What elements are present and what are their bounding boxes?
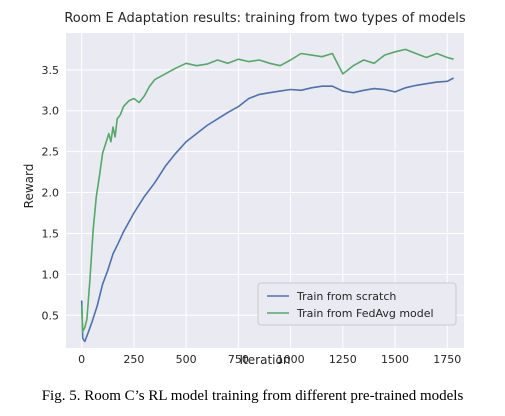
x-tick-label: 1250 (329, 353, 357, 366)
legend-label: Train from FedAvg model (296, 307, 434, 320)
x-axis-label: Iteration (240, 353, 291, 367)
y-axis: 0.5 1.0 1.5 2.0 2.5 3.0 3.5 (42, 64, 60, 322)
y-tick-label: 2.5 (42, 146, 60, 159)
y-tick-label: 0.5 (42, 309, 60, 322)
series-line-1 (80, 77, 454, 343)
y-axis-label: Reward (22, 164, 36, 209)
y-tick-label: 3.0 (42, 105, 60, 118)
legend-label: Train from scratch (296, 290, 396, 303)
y-tick-label: 3.5 (42, 64, 60, 77)
x-tick-label: 1750 (433, 353, 461, 366)
x-axis: 0 250 500 750 1000 1250 1500 1750 (78, 353, 461, 366)
y-tick-label: 2.0 (42, 187, 60, 200)
y-tick-label: 1.0 (42, 268, 60, 281)
grid-lines (66, 33, 464, 348)
x-tick-label: 0 (78, 353, 85, 366)
legend: Train from scratch Train from FedAvg mode… (257, 282, 457, 326)
x-tick-label: 500 (176, 353, 197, 366)
y-tick-label: 1.5 (42, 227, 60, 240)
series-line-2 (80, 48, 454, 333)
legend-box (257, 282, 457, 326)
chart-title: Room E Adaptation results: training from… (64, 11, 466, 26)
series-layer (80, 48, 454, 343)
x-tick-label: 1000 (277, 353, 305, 366)
x-tick-label: 250 (123, 353, 144, 366)
x-tick-label: 750 (228, 353, 249, 366)
x-tick-label: 1500 (381, 353, 409, 366)
figure-caption: Fig. 5. Room C’s RL model training from … (41, 388, 464, 404)
